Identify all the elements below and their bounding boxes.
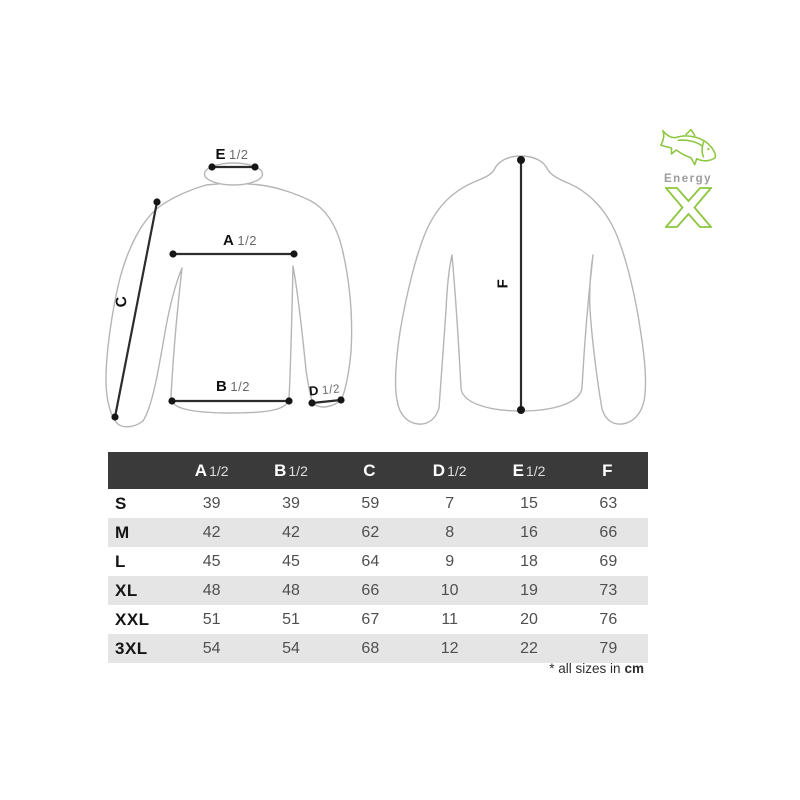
table-row-3xl: 3XL 54 54 68 12 22 79 <box>108 634 648 663</box>
cell-value: 42 <box>202 523 221 541</box>
cell-value: 51 <box>202 610 221 628</box>
column-fraction: 1/2 <box>209 462 229 479</box>
cell-value: 66 <box>599 523 618 541</box>
measure-letter: D <box>308 382 320 399</box>
cell-value: 76 <box>599 610 618 628</box>
cell-value: 51 <box>282 610 300 628</box>
cell-value: 18 <box>520 552 538 570</box>
size-table: A 1/2 B 1/2 C D 1/2 E 1/2 F S 39 39 59 7 15 … <box>108 452 648 663</box>
cell-value: 12 <box>440 639 459 657</box>
cell-value: 16 <box>520 523 538 541</box>
column-letter: A <box>194 460 208 480</box>
measure-line-c <box>113 201 159 418</box>
size-label: XXL <box>115 609 150 629</box>
measure-label-a: A 1/2 <box>194 232 286 249</box>
brand-name: Energy <box>664 173 712 185</box>
cell-value: 45 <box>282 552 300 570</box>
measure-fraction: 1/2 <box>237 233 257 248</box>
x-mark-icon <box>664 187 712 228</box>
footnote-text: * all sizes in <box>549 661 621 676</box>
measure-letter: A <box>223 232 235 249</box>
cell-value: 54 <box>202 639 221 657</box>
carp-fish-icon <box>660 128 717 166</box>
cell-value: 15 <box>520 494 538 512</box>
column-letter: E <box>512 460 524 480</box>
cell-value: 64 <box>361 552 380 570</box>
cell-value: 62 <box>361 523 380 541</box>
column-fraction: 1/2 <box>525 462 546 479</box>
column-letter: B <box>274 460 287 480</box>
cell-value: 42 <box>282 523 300 541</box>
table-row-xl: XL 48 48 66 10 19 73 <box>108 576 648 605</box>
energy-x-logo: Energy <box>648 128 728 228</box>
column-letter: C <box>363 460 376 480</box>
measure-letter: F <box>494 278 512 289</box>
cell-value: 68 <box>361 639 380 657</box>
column-fraction: 1/2 <box>447 462 467 479</box>
header-cell-f: F <box>569 461 648 481</box>
cell-value: 39 <box>282 494 300 512</box>
cell-value: 66 <box>361 581 380 599</box>
cell-value: 69 <box>599 552 618 570</box>
cell-value: 39 <box>202 494 221 512</box>
cell-value: 9 <box>445 552 455 570</box>
measure-line-d <box>311 398 342 405</box>
size-table-header: A 1/2 B 1/2 C D 1/2 E 1/2 F <box>108 452 648 489</box>
size-label: XL <box>115 580 138 600</box>
cell-value: 8 <box>445 523 455 541</box>
table-row-s: S 39 39 59 7 15 63 <box>108 489 648 518</box>
cell-value: 67 <box>361 610 380 628</box>
measure-label-e: E 1/2 <box>204 146 260 163</box>
table-row-l: L 45 45 64 9 18 69 <box>108 547 648 576</box>
measure-letter: B <box>216 378 228 395</box>
header-cell-e: E 1/2 <box>489 461 568 481</box>
units-footnote: * all sizes in cm <box>108 661 644 676</box>
measure-fraction: 1/2 <box>230 379 250 394</box>
cell-value: 11 <box>441 610 458 628</box>
cell-value: 19 <box>520 581 538 599</box>
header-cell-a: A 1/2 <box>172 461 251 481</box>
cell-value: 10 <box>440 581 459 599</box>
measure-label-b: B 1/2 <box>187 378 279 395</box>
cell-value: 7 <box>445 494 455 512</box>
cell-value: 54 <box>282 639 300 657</box>
table-row-xxl: XXL 51 51 67 11 20 76 <box>108 605 648 634</box>
measure-label-c: C <box>112 295 130 309</box>
header-cell-d: D 1/2 <box>410 461 489 481</box>
size-label: L <box>115 551 126 571</box>
cell-value: 73 <box>599 581 618 599</box>
cell-value: 22 <box>520 639 538 657</box>
table-row-m: M 42 42 62 8 16 66 <box>108 518 648 547</box>
measurement-lines <box>113 160 523 418</box>
measurement-dots <box>111 156 525 421</box>
measure-fraction: 1/2 <box>321 381 341 398</box>
cell-value: 48 <box>282 581 300 599</box>
cell-value: 79 <box>599 639 618 657</box>
column-letter: D <box>432 460 446 480</box>
cell-value: 63 <box>599 494 618 512</box>
measure-letter: E <box>215 146 226 163</box>
column-fraction: 1/2 <box>288 462 308 479</box>
cell-value: 45 <box>202 552 221 570</box>
size-label: S <box>115 493 127 513</box>
size-label: M <box>115 522 130 542</box>
footnote-unit: cm <box>624 661 644 676</box>
measure-fraction: 1/2 <box>228 147 249 162</box>
size-label: 3XL <box>115 638 148 658</box>
cell-value: 59 <box>361 494 380 512</box>
measure-label-f: F <box>494 279 511 289</box>
measure-letter: C <box>112 294 131 309</box>
front-shirt-drawing <box>105 162 353 428</box>
header-cell-c: C <box>331 461 410 481</box>
measure-label-d: D 1/2 <box>308 380 340 398</box>
header-cell-b: B 1/2 <box>251 461 330 481</box>
cell-value: 20 <box>520 610 538 628</box>
column-letter: F <box>602 460 613 480</box>
front-collar <box>203 162 264 186</box>
cell-value: 48 <box>202 581 221 599</box>
